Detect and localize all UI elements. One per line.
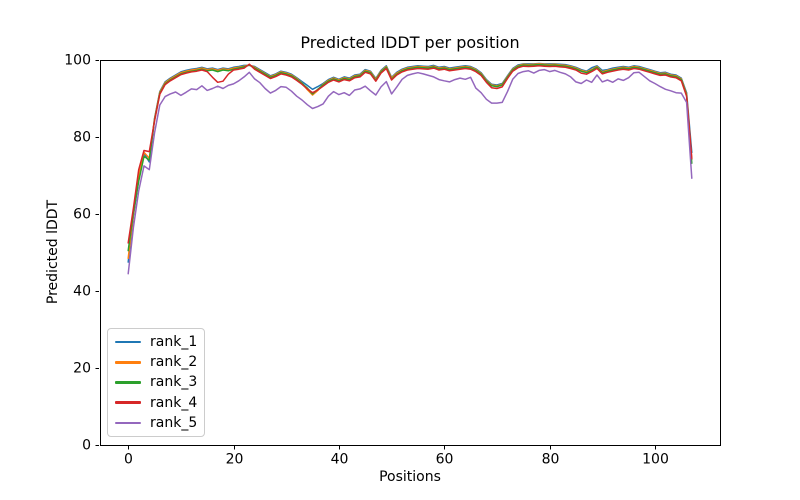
legend-label: rank_4 [150, 394, 198, 411]
x-axis-label: Positions [379, 469, 441, 485]
legend-label: rank_5 [150, 414, 198, 431]
series-line-rank_5 [127, 68, 693, 275]
axes-frame [100, 60, 721, 446]
y-tick-label: 80 [73, 130, 91, 146]
y-tick-label: 0 [82, 438, 91, 454]
x-tick-label: 80 [542, 452, 560, 468]
legend-swatch [115, 361, 141, 364]
legend-item-rank-4: rank_4 [115, 393, 197, 413]
legend-item-rank-5: rank_5 [115, 413, 197, 433]
legend-label: rank_2 [150, 354, 198, 371]
x-tick-label: 60 [436, 452, 454, 468]
legend-swatch [115, 340, 141, 344]
x-tick-label: 100 [642, 452, 669, 468]
legend-swatch [115, 401, 141, 404]
series-line-rank_1 [127, 62, 693, 263]
y-tick-label: 100 [64, 53, 91, 69]
y-tick-label: 60 [73, 207, 91, 223]
series-line-rank_2 [127, 63, 693, 260]
legend-label: rank_3 [150, 374, 198, 391]
legend-swatch [115, 381, 141, 384]
legend-item-rank-3: rank_3 [115, 372, 197, 392]
y-tick-label: 40 [73, 284, 91, 300]
x-tick-label: 40 [331, 452, 349, 468]
y-axis-label: Predicted lDDT [45, 199, 61, 305]
y-tick-label: 20 [73, 361, 91, 377]
legend: rank_1 rank_2 rank_3 rank_4 rank_5 [107, 328, 205, 437]
legend-item-rank-2: rank_2 [115, 352, 197, 372]
chart-title: Predicted lDDT per position [300, 33, 520, 52]
series-line-rank_3 [127, 63, 693, 252]
series-line-rank_4 [127, 63, 693, 244]
legend-swatch [115, 421, 141, 425]
x-tick-label: 20 [226, 452, 244, 468]
legend-item-rank-1: rank_1 [115, 332, 197, 352]
x-tick-label: 0 [124, 452, 133, 468]
legend-label: rank_1 [150, 334, 198, 351]
